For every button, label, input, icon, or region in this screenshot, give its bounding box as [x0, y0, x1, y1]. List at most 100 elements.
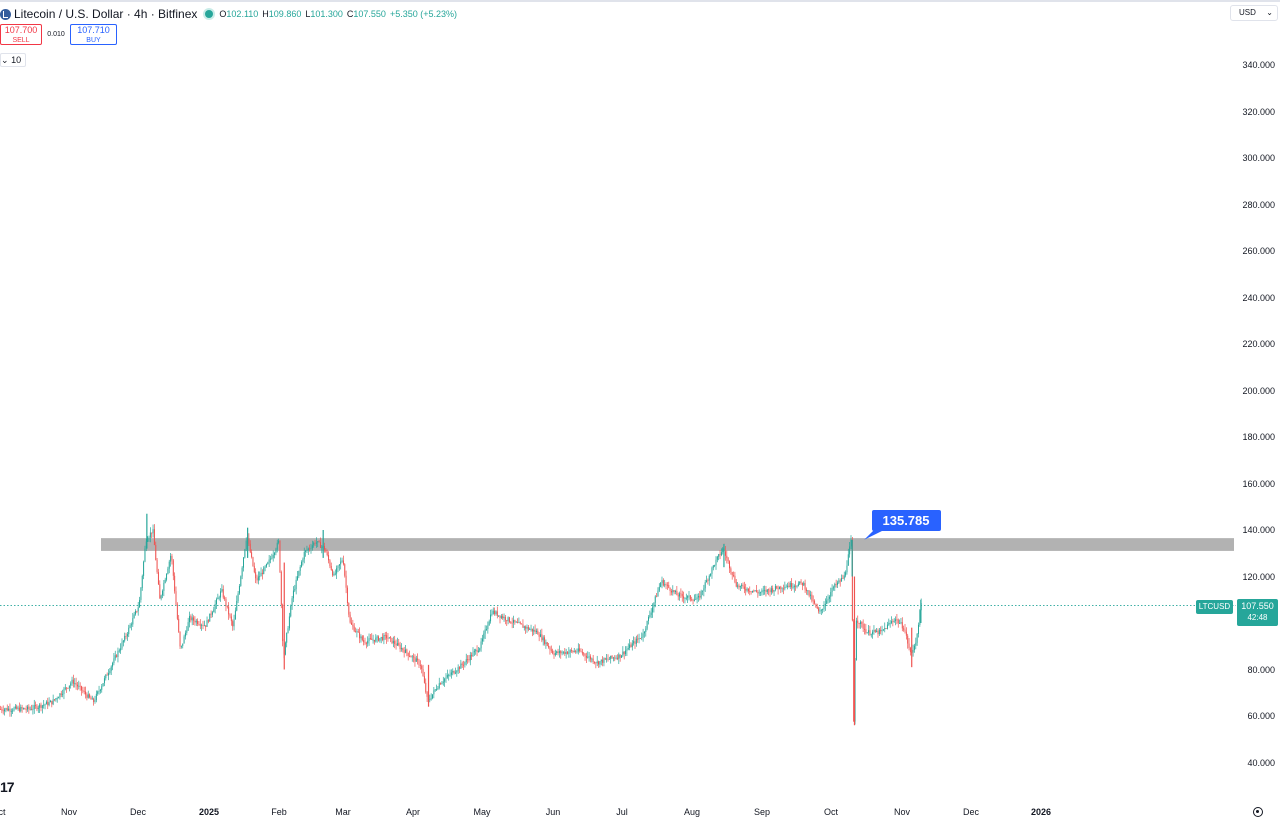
- candle-body: [22, 708, 24, 710]
- candle-body: [287, 628, 289, 633]
- candle-body: [222, 589, 224, 598]
- time-axis-label: Sep: [753, 807, 771, 817]
- candle-body: [461, 663, 463, 665]
- candle-body: [700, 591, 702, 598]
- candle-body: [171, 555, 173, 561]
- candle-body: [378, 636, 379, 641]
- candle-body: [288, 616, 290, 629]
- candle-body: [572, 650, 574, 652]
- candle-body: [186, 630, 188, 633]
- candle-body: [606, 658, 608, 660]
- candle-body: [29, 708, 31, 710]
- candle-body: [727, 558, 729, 562]
- candle-body: [290, 605, 292, 617]
- candle-body: [441, 682, 443, 685]
- candle-body: [588, 656, 590, 658]
- candle-body: [607, 658, 609, 660]
- candle-body: [623, 651, 625, 655]
- candle-body: [153, 529, 155, 546]
- candle-body: [78, 685, 80, 687]
- candle-body: [661, 580, 663, 584]
- candle-body: [205, 625, 207, 627]
- candle-body: [669, 587, 671, 591]
- candle-body: [622, 651, 624, 656]
- candle-body: [315, 542, 317, 544]
- candle-body: [565, 651, 567, 654]
- currency-select[interactable]: USD ⌄: [1230, 5, 1278, 21]
- price-axis-label: 140.000: [1242, 525, 1275, 535]
- open-label: O: [219, 9, 227, 19]
- candle-body: [845, 572, 847, 576]
- sell-button[interactable]: 107.700 SELL: [0, 24, 42, 45]
- indicators-toggle[interactable]: ⌄ 10: [0, 53, 27, 67]
- candle-body: [309, 548, 311, 550]
- candle-body: [421, 665, 423, 670]
- candle-body: [55, 698, 57, 700]
- candle-body: [568, 652, 570, 654]
- candle-body: [364, 641, 366, 644]
- open-value: 102.110: [226, 9, 259, 19]
- chart-title[interactable]: Litecoin / U.S. Dollar · 4h · Bitfinex: [14, 7, 198, 21]
- candle-body: [245, 540, 247, 550]
- price-axis-label: 260.000: [1242, 246, 1275, 256]
- candle-body: [62, 693, 64, 695]
- candle-body: [897, 619, 899, 624]
- candle-body: [85, 691, 87, 695]
- settings-icon[interactable]: [1253, 807, 1263, 817]
- candle-body: [549, 647, 551, 650]
- candle-body: [265, 564, 267, 567]
- candle-body: [641, 637, 643, 639]
- candle-body: [745, 589, 747, 591]
- candle-body: [305, 550, 307, 552]
- candle-body: [149, 532, 151, 538]
- candle-body: [511, 622, 513, 624]
- candle-body: [299, 566, 301, 571]
- candle-body: [349, 614, 351, 623]
- candle-body: [768, 589, 770, 591]
- candle-body: [147, 539, 149, 542]
- candle-body: [6, 708, 8, 711]
- candle-body: [857, 620, 859, 623]
- candle-body: [913, 645, 915, 650]
- candle-body: [522, 624, 524, 628]
- candle-body: [734, 575, 736, 583]
- candle-body: [874, 629, 876, 633]
- candle-body: [93, 698, 95, 702]
- candle-body: [629, 644, 631, 649]
- candle-body: [124, 636, 126, 641]
- candle-body: [596, 661, 598, 664]
- candle-body: [264, 566, 266, 568]
- candle-body: [899, 623, 901, 624]
- time-axis-label: Aug: [683, 807, 701, 817]
- candle-body: [332, 570, 334, 576]
- candle-body: [344, 564, 346, 576]
- candle-body: [221, 589, 223, 592]
- buy-button[interactable]: 107.710 BUY: [70, 24, 117, 45]
- candle-body: [442, 681, 444, 683]
- candle-body: [112, 663, 114, 667]
- candle-body: [537, 630, 539, 635]
- candle-body: [278, 540, 280, 543]
- candle-body: [10, 710, 12, 712]
- candle-body: [793, 585, 795, 588]
- candle-body: [843, 575, 845, 579]
- candle-body: [394, 640, 396, 644]
- candle-body: [739, 585, 741, 588]
- candle-body: [592, 658, 594, 663]
- candle-body: [703, 588, 705, 591]
- candle-body: [604, 658, 606, 660]
- candle-body: [471, 654, 473, 657]
- candle-body: [209, 613, 211, 622]
- time-axis-label: Apr: [405, 807, 421, 817]
- candle-body: [2, 710, 4, 712]
- candle-body: [812, 600, 814, 602]
- candle-body: [792, 587, 794, 588]
- candle-body: [681, 594, 683, 597]
- indicators-count: 10: [11, 55, 22, 65]
- candle-body: [648, 617, 649, 621]
- candle-body: [886, 624, 888, 629]
- candle-body: [571, 650, 573, 652]
- candle-body: [498, 615, 500, 617]
- tradingview-logo-icon[interactable]: 17: [0, 779, 15, 795]
